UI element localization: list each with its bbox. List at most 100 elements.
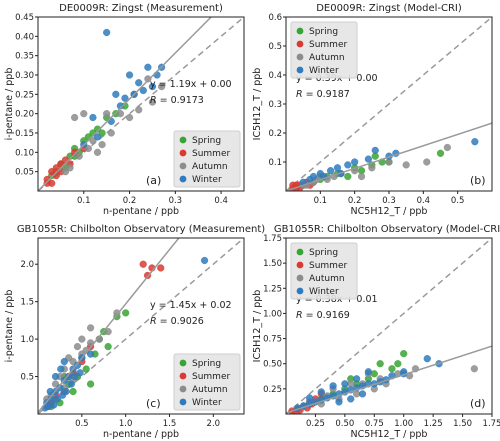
panel-d-point-winter — [341, 380, 349, 388]
panel-a-legend-label-spring: Spring — [192, 136, 221, 146]
panel-c-plot-area — [38, 238, 244, 414]
panel-b-point-winter — [364, 155, 373, 163]
panel-a-x-tick-label: 0.1 — [77, 196, 91, 206]
panel-a-legend-marker-autumn — [179, 162, 187, 170]
panel-d-frame — [285, 237, 493, 415]
panel-c-point-winter — [57, 365, 65, 373]
panel-c-point-winter — [200, 256, 209, 265]
panel-d-x-tick-label: 1.00 — [394, 419, 413, 429]
panel-a-point-winter — [144, 63, 152, 71]
panel-d-x-tick-label: 1.25 — [424, 419, 443, 429]
panel-d-x-tick-label: 1.75 — [483, 419, 500, 429]
panel-d-r-value: R = 0.9169 — [296, 310, 350, 321]
panel-a-point-winter — [135, 79, 143, 87]
panel-c-point-winter — [53, 395, 61, 403]
panel-c-legend-marker-summer — [179, 372, 187, 380]
panel-d-point-winter — [317, 388, 325, 396]
panel-c-point-autumn — [86, 324, 95, 332]
panel-d-point-winter — [305, 394, 314, 402]
panel-b-point-spring — [436, 149, 445, 157]
panel-a-point-autumn — [125, 113, 134, 122]
panel-a-point-winter — [148, 82, 157, 91]
panel-a-point-summer — [52, 164, 60, 172]
panel-a-point-autumn — [135, 106, 143, 114]
panel-c-legend-label-summer: Summer — [192, 372, 230, 382]
panel-b-point-autumn — [357, 172, 366, 181]
panel-a-point-winter — [125, 71, 134, 79]
panel-d-y-tick-label: 1.25 — [263, 284, 282, 294]
panel-b-x-tick-label: 0.4 — [417, 196, 431, 206]
panel-d-legend-marker-winter — [296, 287, 304, 295]
panel-a-fit-equation: y = 1.19x + 0.00 — [150, 79, 232, 90]
panel-d-legend-marker-summer — [296, 261, 304, 269]
panel-c-y-tick-label: 0.5 — [20, 373, 34, 383]
panel-a-point-autumn — [98, 141, 106, 149]
panel-c-r-value: R = 0.9026 — [150, 316, 204, 327]
panel-a-y-tick-label: 0.10 — [15, 148, 34, 158]
panel-a-y-tick-label: 0.30 — [15, 71, 34, 81]
panel-c-legend-label-autumn: Autumn — [192, 385, 228, 395]
panel-d-point-spring — [376, 360, 384, 368]
panel-b-point-winter — [351, 158, 359, 166]
panel-a-point-autumn — [61, 168, 70, 176]
panel-c-point-winter — [73, 361, 82, 369]
panel-a-point-winter — [153, 71, 161, 79]
panel-a-point-autumn — [93, 148, 102, 156]
panel-c-point-spring — [82, 365, 90, 373]
panel-a-point-autumn — [71, 113, 79, 122]
panel-c-point-summer — [157, 264, 165, 272]
panel-a-point-winter — [121, 94, 129, 102]
panel-a-point-winter — [89, 113, 97, 122]
panel-c-point-winter — [62, 387, 70, 396]
panel-b-point-winter — [371, 146, 379, 155]
panel-b-title: DE0009R: Zingst (Model-CRI) — [316, 3, 462, 14]
panel-b-x-tick-label: 0.3 — [382, 196, 396, 206]
panel-d-y-tick-label: 1.75 — [263, 234, 282, 244]
panel-b-regression-line — [286, 122, 492, 191]
panel-b-x-tick-label: 0.5 — [451, 196, 465, 206]
panel-b-point-winter — [327, 167, 335, 175]
panel-a-frame — [37, 16, 245, 192]
panel-a-x-tick-label: 0.4 — [214, 196, 228, 206]
panel-a-x-axis-label: n-pentane / ppb — [103, 206, 179, 217]
panel-d-point-winter — [329, 382, 337, 390]
panel-b-x-axis-label: NC5H12_T / ppb — [351, 206, 428, 217]
panel-c-title: GB1055R: Chilbolton Observatory (Measure… — [17, 224, 265, 235]
panel-a-y-tick-label: 0.45 — [15, 13, 34, 23]
panel-d-point-winter — [358, 390, 367, 398]
panel-a-x-tick-label: 0.3 — [169, 196, 183, 206]
panel-a-x-tick-label: 0.2 — [123, 196, 137, 206]
panel-a-y-tick-label: 0.40 — [15, 32, 34, 42]
panel-c-x-axis-label: n-pentane / ppb — [103, 429, 179, 440]
panel-a-point-winter — [103, 28, 111, 37]
panel-d-y-tick-label: 1.50 — [263, 259, 282, 269]
panel-a-point-summer — [48, 168, 56, 176]
panel-c-x-tick-label: 1.5 — [163, 419, 177, 429]
panel-c-point-spring — [86, 380, 95, 388]
panel-b-y-tick-label: 0.1 — [268, 158, 282, 168]
panel-b-legend-label-winter: Winter — [309, 66, 339, 76]
panel-b-legend-marker-winter — [296, 66, 304, 74]
panel-a-point-autumn — [103, 110, 111, 118]
panel-d-legend-marker-spring — [296, 248, 304, 256]
panel-a-point-autumn — [80, 110, 88, 118]
panel-c-x-tick-label: 0.5 — [75, 419, 89, 429]
panel-b-point-winter — [344, 161, 352, 169]
panel-b-legend-marker-summer — [296, 40, 304, 48]
panel-a-point-spring — [93, 125, 102, 133]
panel-c-legend-label-winter: Winter — [192, 398, 222, 408]
panel-d-y-tick-label: 0.50 — [263, 360, 282, 370]
panel-c-x-tick-label: 2.0 — [207, 419, 221, 429]
panel-c: GB1055R: Chilbolton Observatory (Measure… — [4, 224, 265, 440]
panel-a-y-tick-label: 0.35 — [15, 52, 34, 62]
panel-a-y-tick-label: 0.15 — [15, 129, 34, 139]
panel-d-legend-label-summer: Summer — [309, 261, 347, 271]
panel-c-legend-label-spring: Spring — [192, 359, 221, 369]
panel-a-point-summer — [71, 148, 79, 156]
panel-c-y-tick-label: 2.0 — [20, 260, 34, 270]
panel-c-point-winter — [76, 369, 84, 377]
panel-a-point-summer — [43, 179, 51, 187]
panel-b-point-autumn — [368, 164, 376, 172]
panel-d-y-tick-label: 0.25 — [263, 385, 282, 395]
panel-d-point-winter — [335, 398, 343, 406]
